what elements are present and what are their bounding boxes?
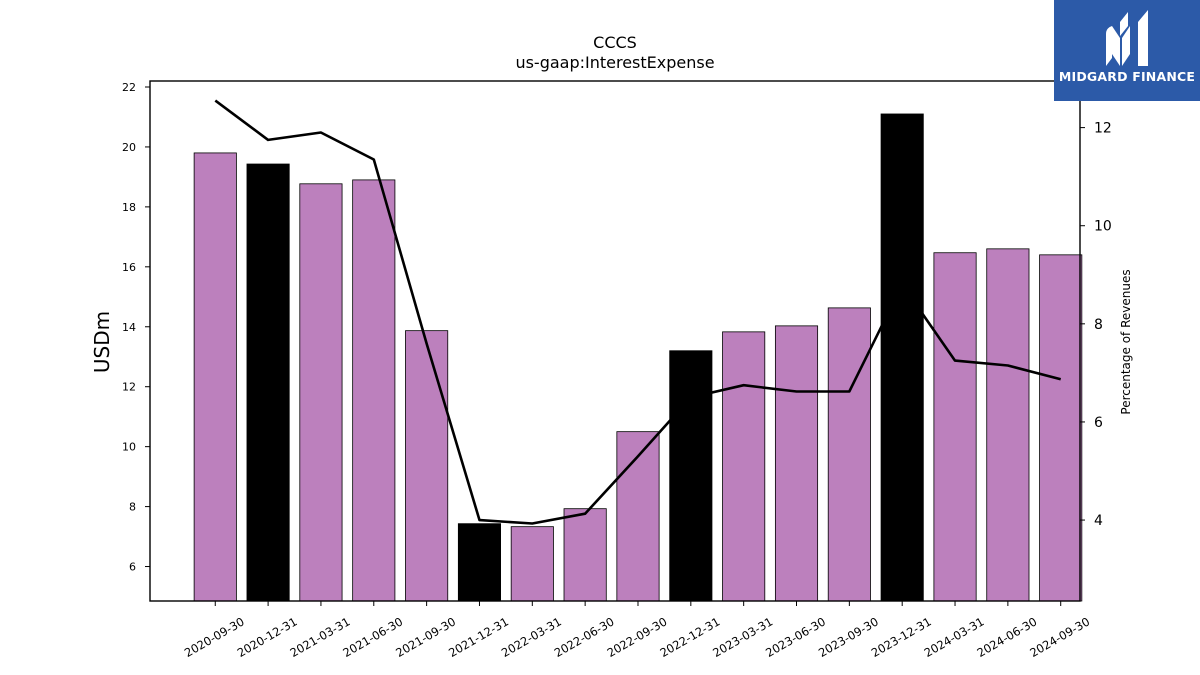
y2-tick-label: 4 [1094, 513, 1103, 529]
bar-2022-09-30 [616, 431, 660, 602]
y2-axis-label: Percentage of Revenues [1119, 269, 1133, 414]
bar-2021-12-31 [457, 523, 501, 602]
bar-2024-09-30 [1039, 254, 1083, 602]
midgard-logo-icon [1106, 10, 1148, 66]
y2-tick-label: 10 [1094, 219, 1112, 235]
bar-2022-12-31 [669, 350, 713, 602]
chart-subtitle: us-gaap:InterestExpense [515, 53, 714, 72]
y-tick-label: 16 [122, 261, 136, 274]
y2-tick-label: 6 [1094, 415, 1103, 431]
bar-2020-09-30 [193, 152, 237, 602]
bar-2023-09-30 [827, 307, 871, 602]
bar-2023-12-31 [880, 113, 924, 602]
percentage-line [214, 99, 1062, 525]
line-layer [214, 99, 1062, 525]
y-tick-label: 12 [122, 381, 136, 394]
bar-2021-06-30 [352, 179, 396, 602]
bar-2023-06-30 [774, 325, 819, 602]
bar-2023-03-31 [722, 331, 766, 602]
bar-2024-06-30 [986, 248, 1030, 602]
y2-tick-label: 8 [1094, 317, 1103, 333]
plot-frame [149, 80, 1081, 602]
y-tick-label: 18 [122, 201, 136, 214]
y-axis-label: USDm [90, 311, 114, 373]
x-tick-label: 2024-09-30 [1027, 614, 1092, 660]
bar-2020-12-31 [246, 163, 290, 602]
y-tick-label: 6 [129, 561, 136, 574]
y-tick-label: 8 [129, 501, 136, 514]
logo-text: MIDGARD FINANCE [1058, 69, 1196, 84]
bar-layer [193, 113, 1083, 602]
bar-2022-03-31 [510, 526, 554, 602]
y2-tick-label: 12 [1094, 121, 1112, 137]
bar-2021-09-30 [405, 330, 449, 602]
y-tick-label: 22 [122, 81, 136, 94]
bar-2024-03-31 [933, 252, 977, 602]
bar-2021-03-31 [299, 183, 343, 602]
chart-title: CCCS [593, 33, 637, 52]
y-tick-label: 20 [122, 141, 136, 154]
y-tick-label: 14 [122, 321, 136, 334]
y-tick-label: 10 [122, 441, 136, 454]
logo: MIDGARD FINANCE [1054, 0, 1200, 101]
bar-2022-06-30 [563, 508, 607, 602]
